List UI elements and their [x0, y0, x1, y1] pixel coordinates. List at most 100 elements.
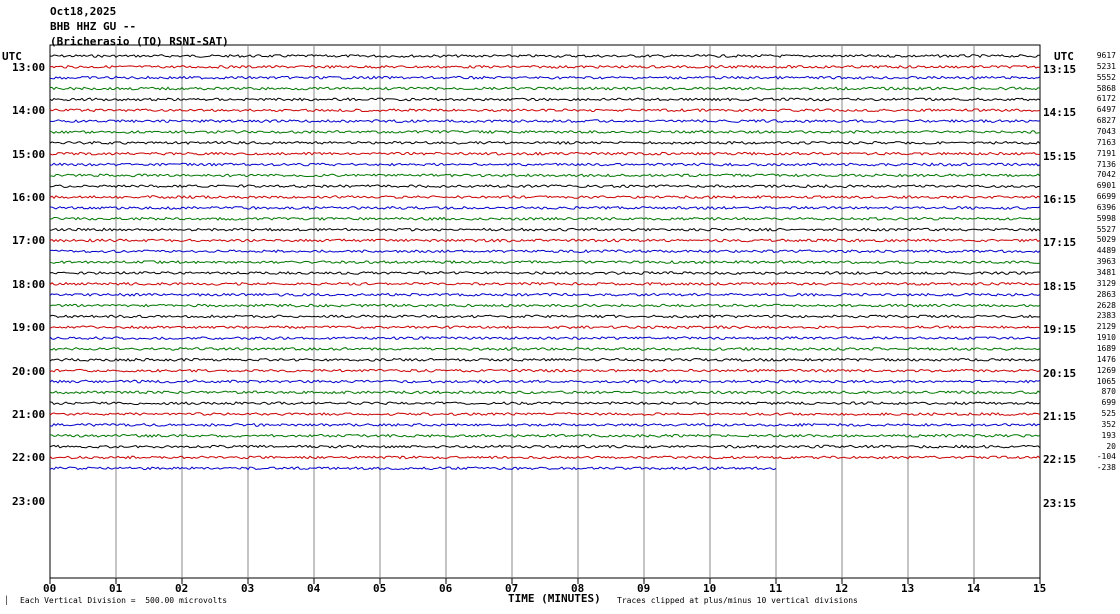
seismic-trace [49, 140, 1041, 145]
x-tick-label: 08 [571, 582, 585, 595]
x-tick-label: 15 [1033, 582, 1047, 595]
seismic-trace [49, 249, 1041, 254]
seismic-trace [49, 314, 1041, 319]
trace-offset-label: 6396 [1096, 202, 1116, 212]
seismic-trace [49, 205, 1041, 210]
trace-offset-label: 5527 [1096, 224, 1116, 234]
seismic-trace [49, 455, 1041, 460]
hour-label-right: 13:15 [1043, 62, 1077, 76]
hour-label-right: 20:15 [1043, 366, 1077, 380]
seismic-trace [49, 368, 1041, 373]
seismic-trace [49, 97, 1041, 102]
hour-label-right: 15:15 [1043, 149, 1077, 163]
hour-label-right: 16:15 [1043, 193, 1077, 207]
seismic-trace [49, 466, 777, 471]
x-tick-label: 13 [901, 582, 915, 595]
trace-offset-label: 2383 [1096, 311, 1116, 321]
trace-offset-label: 7191 [1096, 148, 1116, 158]
trace-offset-label: -104 [1096, 452, 1116, 462]
seismic-trace [49, 216, 1041, 221]
seismic-trace [49, 86, 1041, 91]
hour-label-left: 22:00 [12, 451, 46, 465]
trace-offset-label: 2628 [1096, 300, 1116, 310]
trace-offset-label: 5231 [1096, 61, 1116, 71]
seismic-trace [49, 303, 1041, 308]
footer-clip-note: Traces clipped at plus/minus 10 vertical… [617, 596, 858, 605]
x-tick-label: 05 [373, 582, 387, 595]
trace-offset-label: 5552 [1096, 72, 1116, 82]
seismic-trace [49, 336, 1041, 341]
trace-offset-label: 1910 [1096, 333, 1116, 343]
hour-label-right: 18:15 [1043, 279, 1077, 293]
hour-label-right: 23:15 [1043, 496, 1077, 510]
seismic-trace [49, 325, 1041, 330]
trace-offset-label: 699 [1101, 398, 1116, 408]
footer-left-mark: ▕ [2, 596, 7, 605]
seismic-trace [49, 260, 1041, 265]
hour-label-left: 19:00 [12, 321, 46, 335]
seismic-trace [49, 162, 1041, 167]
trace-offset-label: 193 [1101, 430, 1116, 440]
trace-offset-label: 6497 [1096, 105, 1116, 115]
seismic-trace [49, 184, 1041, 189]
x-tick-label: 09 [637, 582, 651, 595]
trace-offset-label: 6172 [1096, 94, 1116, 104]
seismic-trace [49, 433, 1041, 438]
trace-offset-label: 3129 [1096, 278, 1116, 288]
x-axis-title: TIME (MINUTES) [508, 592, 601, 605]
trace-offset-label: -238 [1096, 463, 1116, 473]
trace-offset-label: 7163 [1096, 137, 1116, 147]
trace-offset-label: 7042 [1096, 170, 1116, 180]
trace-offset-label: 6827 [1096, 116, 1116, 126]
seismic-trace [49, 195, 1041, 200]
seismic-trace [49, 281, 1041, 286]
seismic-trace [49, 357, 1041, 362]
trace-offset-label: 3963 [1096, 257, 1116, 267]
trace-offset-label: 4489 [1096, 246, 1116, 256]
seismic-trace [49, 151, 1041, 156]
seismic-trace [49, 64, 1041, 69]
hour-label-left: 15:00 [12, 147, 46, 161]
trace-offset-label: 5998 [1096, 213, 1116, 223]
trace-offset-label: 6699 [1096, 192, 1116, 202]
seismic-trace [49, 444, 1041, 449]
hour-label-left: 21:00 [12, 408, 46, 422]
x-tick-label: 01 [109, 582, 123, 595]
trace-offset-label: 1065 [1096, 376, 1116, 386]
trace-offset-label: 2863 [1096, 289, 1116, 299]
plot-frame [49, 44, 1041, 579]
x-tick-label: 11 [769, 582, 783, 595]
trace-offset-label: 6901 [1096, 181, 1116, 191]
trace-offset-label: 20 [1106, 441, 1116, 451]
x-tick-label: 07 [505, 582, 519, 595]
x-tick-label: 02 [175, 582, 189, 595]
x-tick-label: 06 [439, 582, 453, 595]
seismic-trace [49, 270, 1041, 276]
seismic-trace [49, 54, 1041, 59]
trace-offset-label: 1269 [1096, 365, 1116, 375]
trace-offset-label: 9617 [1096, 51, 1116, 60]
hour-label-left: 16:00 [12, 191, 46, 205]
seismic-trace [49, 346, 1041, 351]
x-tick-label: 14 [967, 582, 981, 595]
seismic-trace [49, 390, 1041, 395]
trace-offset-label: 5868 [1096, 83, 1116, 93]
seismic-trace [49, 401, 1041, 406]
trace-offset-label: 2129 [1096, 322, 1116, 332]
seismic-trace [49, 227, 1041, 232]
trace-offset-label: 3481 [1096, 268, 1116, 277]
hour-label-right: 21:15 [1043, 410, 1077, 424]
seismic-trace [49, 238, 1041, 243]
trace-offset-label: 7136 [1096, 159, 1116, 169]
seismic-trace [49, 379, 1041, 384]
trace-offset-label: 1476 [1096, 354, 1116, 364]
seismic-trace [49, 119, 1041, 124]
x-tick-label: 10 [703, 582, 717, 595]
hour-label-left: 20:00 [12, 364, 46, 378]
seismic-trace [50, 173, 1041, 178]
hour-label-left: 23:00 [12, 494, 46, 508]
utc-label-right: UTC [1054, 50, 1074, 63]
hour-label-left: 17:00 [12, 234, 46, 248]
header-date: Oct18,2025 [50, 5, 117, 18]
